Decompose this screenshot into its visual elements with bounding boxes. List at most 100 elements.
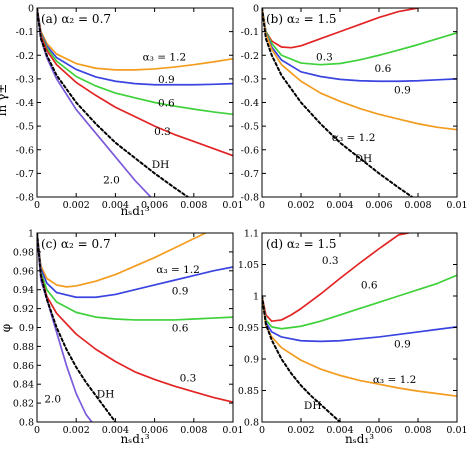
series-group — [262, 233, 457, 422]
curve-label: DH — [355, 153, 373, 165]
y-tick-label: -0.8 — [241, 193, 259, 204]
series-group — [262, 8, 457, 197]
series-group — [37, 8, 233, 197]
series-line — [37, 8, 152, 197]
y-tick-label: 0.92 — [13, 304, 34, 315]
curve-label: DH — [97, 389, 115, 401]
panel-title: (d) α₂ = 1.5 — [266, 237, 337, 251]
series-line — [262, 8, 457, 66]
x-tick-label: 0.006 — [141, 425, 168, 436]
plot-frame — [261, 7, 458, 198]
series-line — [37, 8, 189, 197]
curve-label: DH — [152, 159, 170, 171]
curve-label: α₃ = 1.2 — [156, 264, 199, 276]
x-tick-label: 0.002 — [287, 200, 314, 211]
x-tick-label: 0.004 — [102, 425, 129, 436]
series-line — [37, 8, 233, 71]
y-tick-label: 1 — [28, 229, 34, 240]
x-tick-label: 0.002 — [63, 425, 90, 436]
x-tick-label: 0 — [34, 425, 40, 436]
plot-frame — [36, 7, 234, 198]
series-line — [262, 8, 414, 197]
y-axis-label: ln γ± — [0, 84, 9, 117]
x-axis-label: nₛd₁³ — [345, 432, 374, 446]
series-group — [37, 233, 233, 422]
x-tick-label: 0.002 — [63, 200, 90, 211]
curve-label: 0.6 — [361, 280, 378, 292]
y-tick-label: 0 — [253, 4, 259, 15]
curve-label: 0.3 — [316, 51, 333, 63]
y-tick-label: 0.8 — [244, 418, 259, 429]
curve-label: 0.3 — [180, 373, 197, 385]
y-tick-label: 1.1 — [244, 229, 259, 240]
panel-title: (c) α₂ = 0.7 — [41, 237, 111, 251]
y-tick-label: -0.3 — [241, 74, 259, 85]
x-tick-label: 0.008 — [180, 200, 207, 211]
y-tick-label: 0.96 — [13, 266, 34, 277]
y-tick-label: -0.8 — [16, 193, 34, 204]
y-tick-label: -0.2 — [241, 51, 259, 62]
curve-label: α₃ = 1.2 — [143, 51, 186, 63]
curve-label: 0.3 — [322, 255, 339, 267]
series-line — [37, 8, 233, 86]
series-line — [37, 233, 93, 422]
x-tick-label: 0 — [259, 200, 265, 211]
x-tick-label: 0.01 — [222, 425, 243, 436]
curve-label: 0.9 — [394, 85, 411, 97]
x-tick-label: 0 — [34, 200, 40, 211]
x-axis-label: nₛd₁³ — [120, 432, 149, 446]
y-axis-label: φ — [0, 324, 13, 332]
series-line — [262, 233, 410, 323]
y-tick-label: 0.84 — [13, 380, 34, 391]
series-line — [37, 8, 233, 157]
y-tick-label: 0.94 — [13, 285, 34, 296]
y-tick-label: -0.1 — [241, 27, 259, 38]
panel-c: 0 0.002 0.004 0.006 0.008 0.01 1 0.98 0.96 0.94 0.… — [0, 229, 244, 447]
x-tick-label: 0.004 — [326, 200, 353, 211]
panel-d: 0 0.002 0.004 0.006 0.008 0.01 1.1 1.05 1 0.95 0.9… — [238, 229, 468, 447]
curve-label: 0.9 — [158, 74, 175, 86]
y-tick-label: -0.6 — [16, 145, 34, 156]
x-tick-label: 0.01 — [446, 425, 467, 436]
y-tick-label: -0.1 — [16, 27, 34, 38]
y-tick-label: 0.95 — [238, 323, 259, 334]
x-tick-label: 0.002 — [287, 425, 314, 436]
series-line — [262, 295, 341, 422]
y-tick-label: -0.4 — [241, 98, 259, 109]
curve-label: DH — [304, 400, 322, 412]
y-tick-label: 0.86 — [13, 361, 34, 372]
curve-label: 0.6 — [158, 98, 175, 110]
y-tick-label: -0.7 — [16, 169, 34, 180]
x-tick-label: 0.004 — [102, 200, 129, 211]
x-tick-label: 0 — [259, 425, 265, 436]
x-tick-label: 0.01 — [222, 200, 243, 211]
series-line — [262, 295, 457, 343]
series-line — [262, 274, 457, 330]
y-tick-label: 1 — [253, 292, 259, 303]
curve-label: 2.0 — [103, 174, 120, 186]
curve-label: α₃ = 1.2 — [373, 374, 416, 386]
x-tick-label: 0.006 — [365, 200, 392, 211]
y-tick-label: 0.8 — [19, 418, 34, 429]
y-tick-label: -0.4 — [16, 98, 34, 109]
y-tick-label: 0.82 — [13, 399, 34, 410]
series-line — [37, 233, 117, 422]
x-tick-label: 0.008 — [404, 425, 431, 436]
series-line — [262, 8, 457, 131]
series-line — [262, 8, 419, 49]
curve-label: 0.6 — [172, 323, 189, 335]
y-tick-label: 0.98 — [13, 247, 34, 258]
panel-title: (a) α₂ = 0.7 — [41, 12, 111, 26]
y-tick-label: -0.6 — [241, 145, 259, 156]
y-tick-label: 0 — [28, 4, 34, 15]
y-tick-label: -0.5 — [16, 122, 34, 133]
series-line — [37, 233, 233, 321]
curve-label: 0.9 — [172, 286, 189, 298]
x-tick-label: 0.006 — [365, 425, 392, 436]
plot-frame — [36, 232, 234, 423]
y-tick-label: -0.2 — [16, 51, 34, 62]
y-tick-label: -0.5 — [241, 122, 259, 133]
x-tick-label: 0.01 — [446, 200, 467, 211]
panel-a: 0 0.002 0.004 0.006 0.008 0.01 0 -0.1 -0.2 -0.3 -0… — [0, 4, 244, 219]
